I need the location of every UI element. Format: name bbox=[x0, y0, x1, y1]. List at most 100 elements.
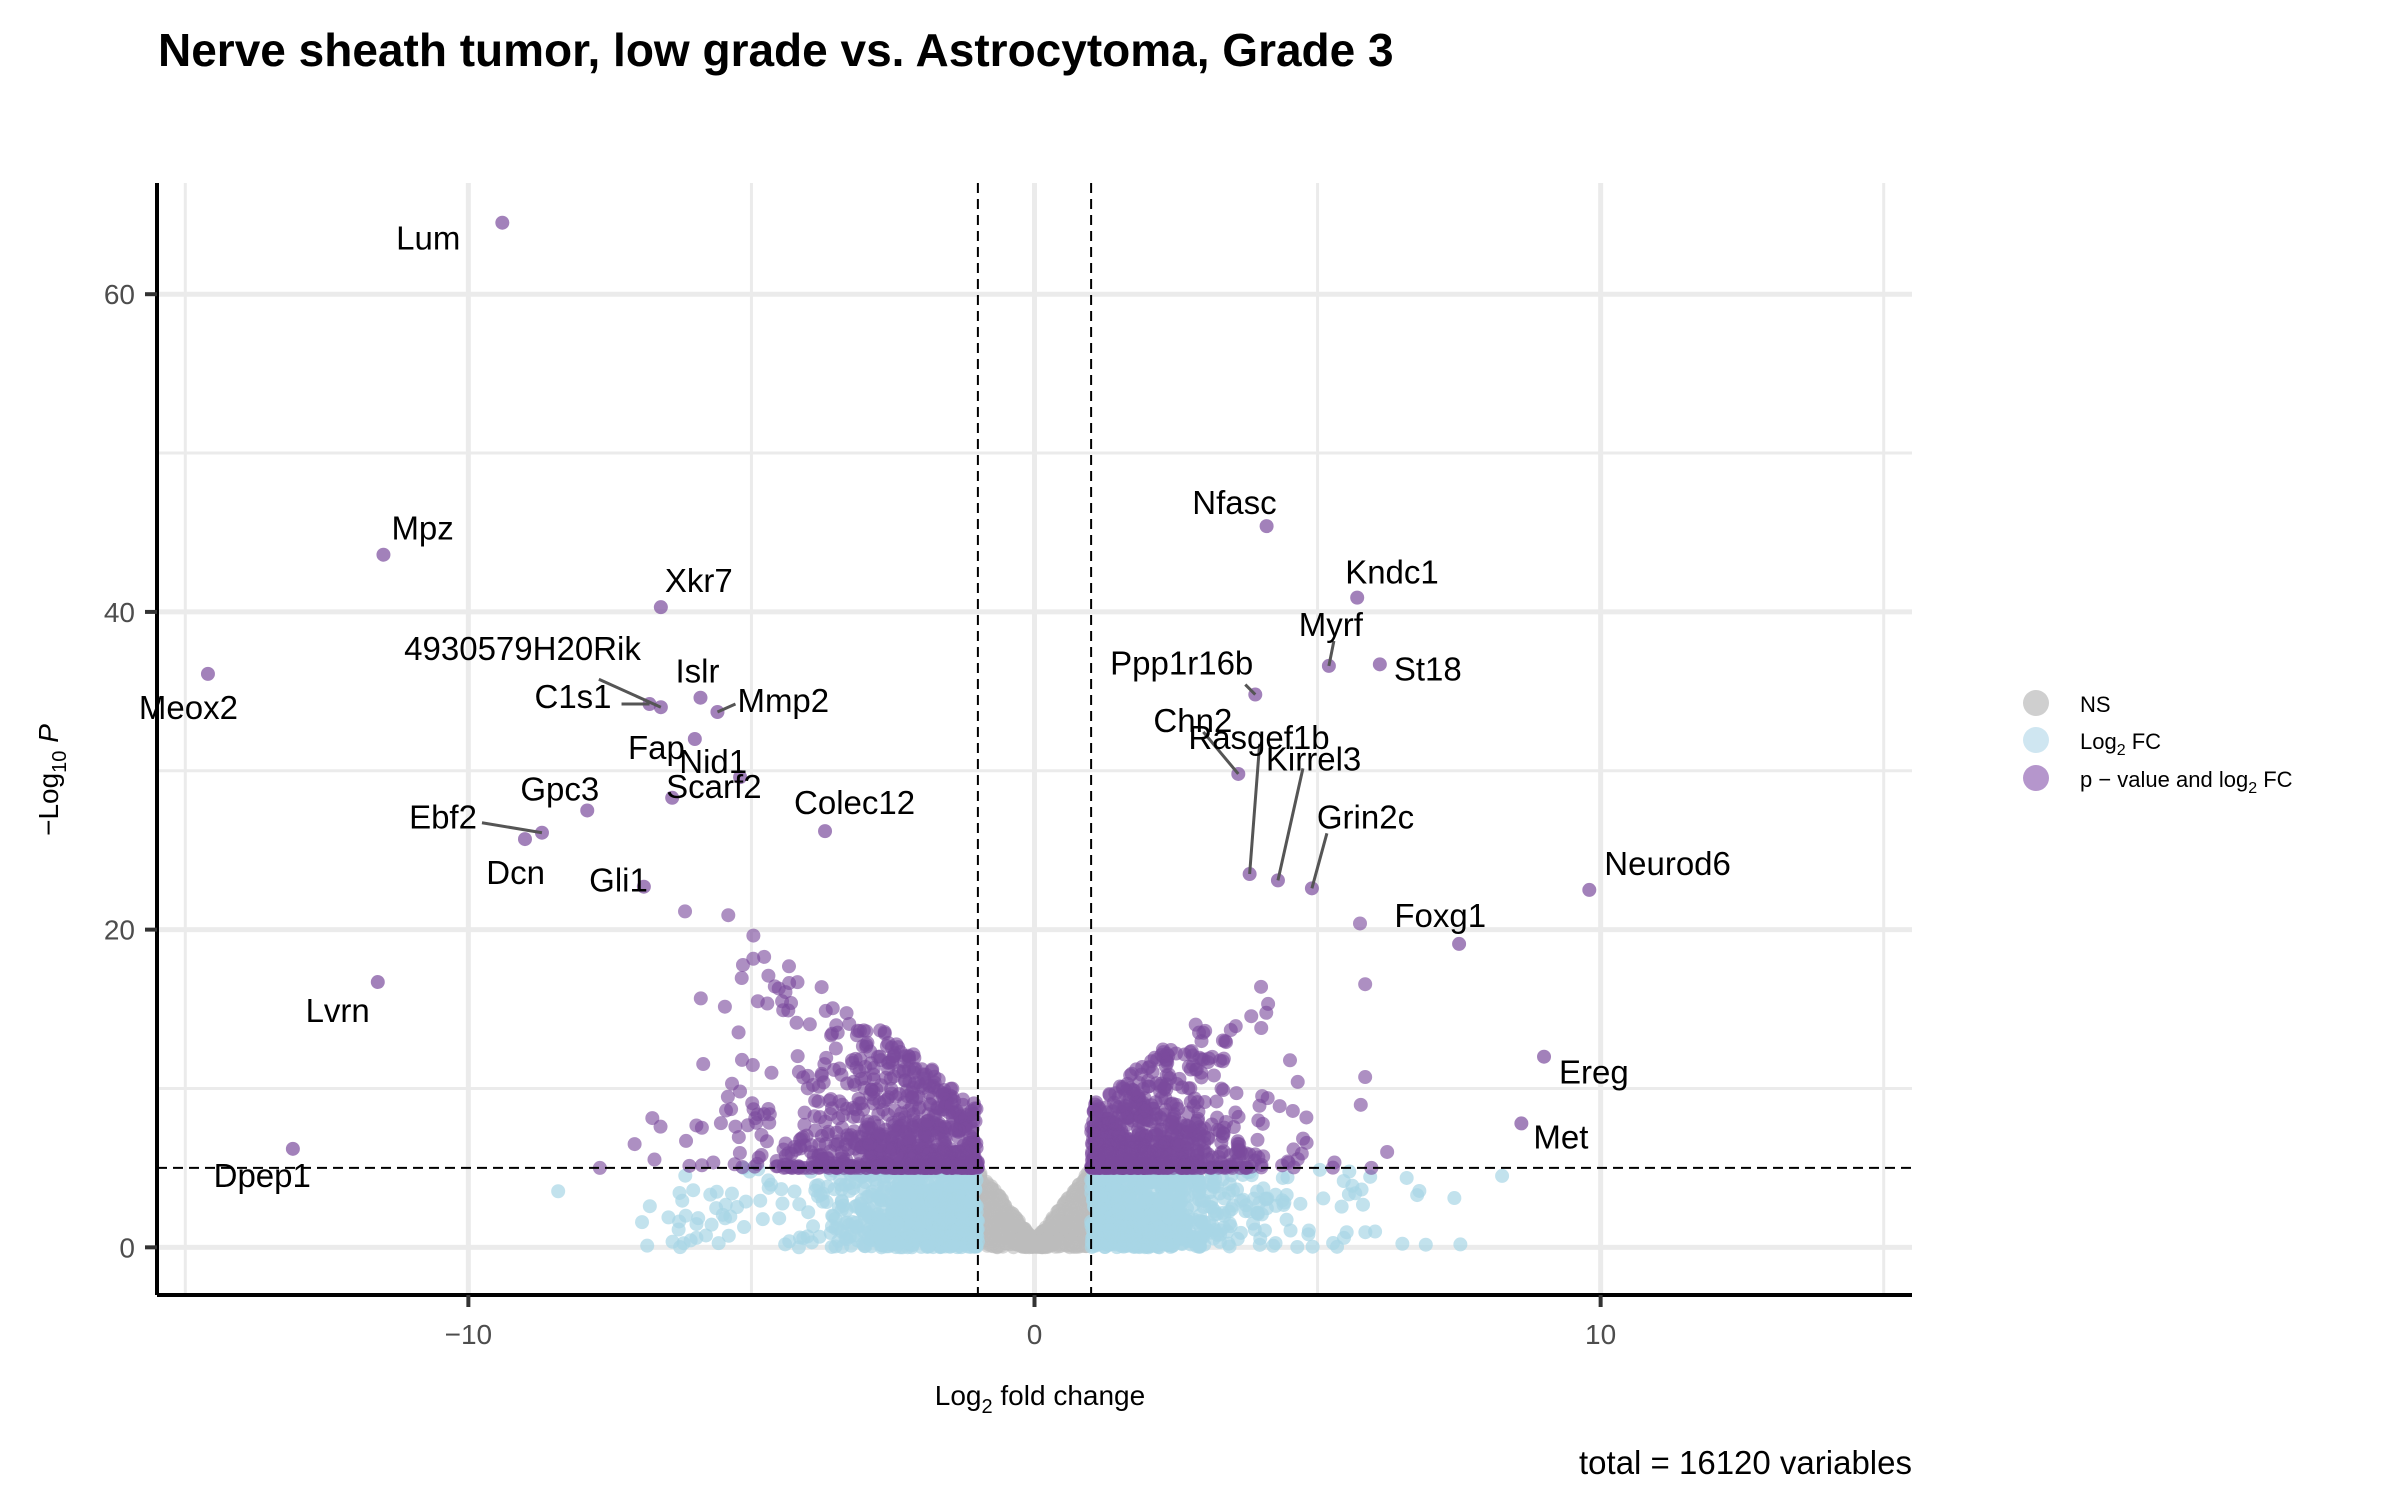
data-point-significant bbox=[1353, 916, 1368, 931]
gene-label-lum: Lum bbox=[396, 220, 460, 257]
data-point-significant bbox=[1138, 1128, 1153, 1143]
data-point-fc bbox=[891, 1235, 906, 1250]
data-point-fc bbox=[724, 1186, 739, 1201]
data-point-fc bbox=[686, 1183, 701, 1198]
data-point-fc bbox=[809, 1178, 824, 1193]
data-point-fc bbox=[1173, 1181, 1188, 1196]
data-point-significant bbox=[844, 1053, 859, 1068]
data-point-fc bbox=[755, 1212, 770, 1227]
data-point-fc bbox=[1191, 1237, 1206, 1252]
data-point-significant bbox=[747, 1159, 762, 1174]
data-point-colec12 bbox=[818, 824, 833, 839]
data-point-fc bbox=[888, 1203, 903, 1218]
data-point-significant bbox=[1125, 1159, 1140, 1174]
legend-key-log2fc bbox=[2023, 727, 2049, 753]
data-point-fc bbox=[960, 1178, 975, 1193]
data-point-significant bbox=[689, 1118, 704, 1133]
data-point-foxg1 bbox=[1452, 936, 1467, 951]
data-point-significant bbox=[808, 1093, 823, 1108]
data-point-significant bbox=[907, 1062, 922, 1077]
data-point-significant bbox=[1186, 1058, 1201, 1073]
data-point-significant bbox=[764, 1065, 779, 1080]
gene-label-st18: St18 bbox=[1394, 650, 1462, 687]
gene-label-nfasc: Nfasc bbox=[1192, 484, 1276, 521]
data-point-significant bbox=[1159, 1077, 1174, 1092]
data-point-fc bbox=[1221, 1236, 1236, 1251]
data-point-fc bbox=[1339, 1225, 1354, 1240]
data-point-significant bbox=[1118, 1099, 1133, 1114]
log2fc-points bbox=[551, 1160, 1510, 1255]
data-point-fc bbox=[882, 1224, 897, 1239]
connector-rasgef1b bbox=[1248, 743, 1262, 875]
data-point-significant bbox=[839, 1006, 854, 1021]
connector-ppp1r16b bbox=[1244, 683, 1257, 696]
data-point-fc bbox=[1102, 1222, 1117, 1237]
data-point-fc bbox=[1111, 1187, 1126, 1202]
data-point-significant bbox=[1160, 1055, 1175, 1070]
data-point-significant bbox=[800, 1081, 815, 1096]
data-point-fc bbox=[1188, 1185, 1203, 1200]
y-axis-title: −Log10 P bbox=[33, 724, 71, 836]
data-point-significant bbox=[789, 1015, 804, 1030]
data-point-fc bbox=[1159, 1204, 1174, 1219]
data-point-significant bbox=[1250, 1132, 1265, 1147]
gene-label-fap: Fap bbox=[628, 729, 685, 766]
data-point-significant bbox=[956, 1097, 971, 1112]
data-point-fc bbox=[871, 1209, 886, 1224]
data-point-significant bbox=[1153, 1122, 1168, 1137]
gene-label-ebf2: Ebf2 bbox=[409, 799, 477, 836]
data-point-significant bbox=[784, 996, 799, 1011]
data-point-fc bbox=[1158, 1186, 1173, 1201]
gene-label-colec12: Colec12 bbox=[794, 784, 915, 821]
data-point-ns bbox=[1068, 1184, 1083, 1199]
data-point-mpz bbox=[376, 547, 391, 562]
data-point-significant bbox=[706, 1155, 721, 1170]
data-point-significant bbox=[713, 1116, 728, 1131]
gene-label-rasgef1b: Rasgef1b bbox=[1188, 719, 1329, 756]
data-point-fc bbox=[640, 1238, 655, 1253]
data-point-significant bbox=[1254, 979, 1269, 994]
data-point-significant bbox=[1223, 1023, 1238, 1038]
data-point-ns bbox=[1011, 1232, 1026, 1247]
data-point-ns bbox=[1051, 1233, 1066, 1248]
data-point-significant bbox=[892, 1112, 907, 1127]
data-point-fc bbox=[715, 1207, 730, 1222]
data-point-fc bbox=[703, 1187, 718, 1202]
data-point-significant bbox=[1209, 1094, 1224, 1109]
data-point-fc bbox=[792, 1230, 807, 1245]
data-point-significant bbox=[951, 1130, 966, 1145]
data-point-fc bbox=[1316, 1191, 1331, 1206]
data-point-fc bbox=[774, 1182, 789, 1197]
data-point-fc bbox=[1355, 1197, 1370, 1212]
data-point-fc bbox=[1121, 1191, 1136, 1206]
data-point-gli1 bbox=[636, 879, 651, 894]
data-point-significant bbox=[841, 1159, 856, 1174]
data-point-significant bbox=[1192, 1025, 1207, 1040]
data-point-scarf2 bbox=[665, 790, 680, 805]
data-point-fc bbox=[824, 1219, 839, 1234]
data-point-fc bbox=[879, 1239, 894, 1254]
gene-label-mmp2: Mmp2 bbox=[737, 682, 829, 719]
data-point-fc bbox=[1342, 1164, 1357, 1179]
caption: total = 16120 variables bbox=[1579, 1444, 1912, 1481]
grid bbox=[157, 183, 1912, 1295]
data-point-significant bbox=[813, 1110, 828, 1125]
data-point-significant bbox=[647, 1152, 662, 1167]
legend-key-significant bbox=[2023, 765, 2049, 791]
data-point-fc bbox=[919, 1211, 934, 1226]
data-point-fc bbox=[893, 1184, 908, 1199]
data-point-significant bbox=[645, 1111, 660, 1126]
data-point-significant bbox=[840, 1076, 855, 1091]
data-point-significant bbox=[842, 1016, 857, 1031]
data-point-fc bbox=[1111, 1202, 1126, 1217]
data-point-significant bbox=[1191, 1104, 1206, 1119]
data-point-significant bbox=[1272, 1099, 1287, 1114]
data-point-significant bbox=[778, 985, 793, 1000]
gene-label-ppp1r16b: Ppp1r16b bbox=[1110, 645, 1253, 682]
y-tick-label: 60 bbox=[104, 279, 135, 310]
data-point-fc bbox=[672, 1214, 687, 1229]
data-point-significant bbox=[791, 1064, 806, 1079]
data-point-ns bbox=[1047, 1220, 1062, 1235]
data-point-fc bbox=[1242, 1204, 1257, 1219]
data-point-fc bbox=[691, 1211, 706, 1226]
